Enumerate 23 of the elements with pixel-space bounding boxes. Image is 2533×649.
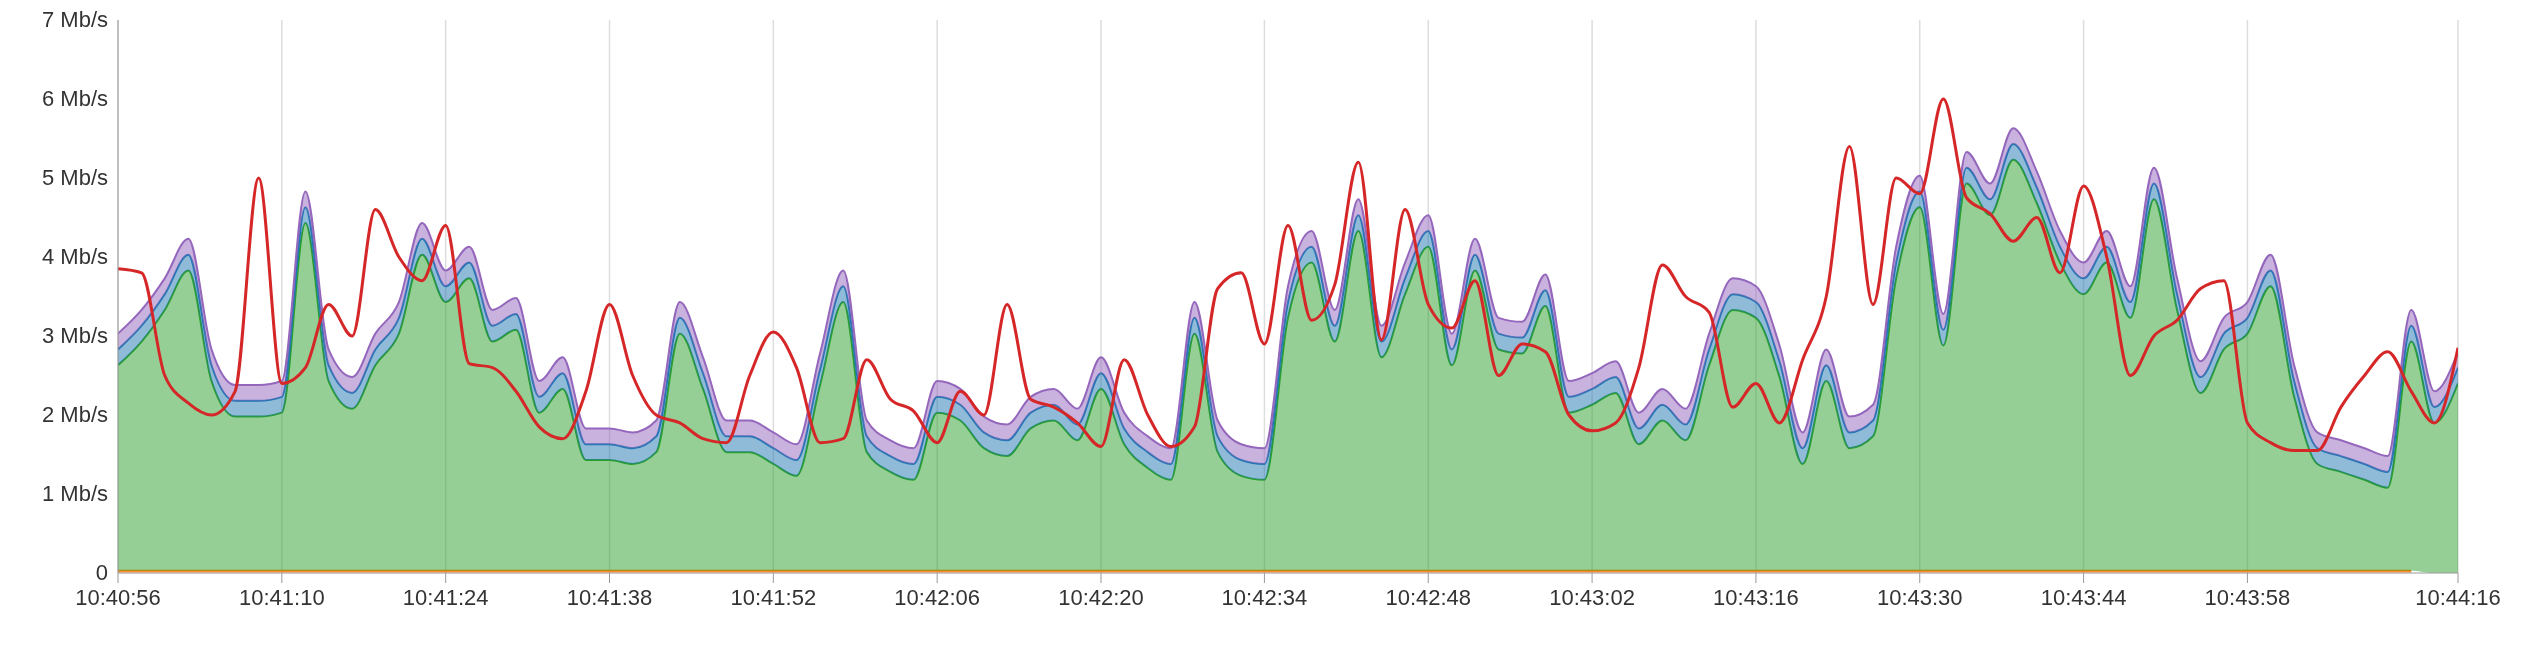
x-tick-label: 10:41:52 [730,584,817,610]
y-tick-label: 2 Mb/s [41,402,108,427]
x-tick-label: 10:44:16 [2415,584,2501,610]
y-tick-label: 0 [95,560,108,585]
x-tick-label: 10:43:44 [2040,584,2127,610]
y-tick-label: 3 Mb/s [41,323,108,348]
y-tick-label: 7 Mb/s [41,7,108,32]
x-tick-label: 10:43:30 [1876,584,1963,610]
y-tick-label: 5 Mb/s [41,165,108,190]
x-tick-label: 10:43:58 [2204,584,2291,610]
y-tick-label: 6 Mb/s [41,86,108,111]
y-tick-label: 4 Mb/s [41,244,108,269]
x-tick-label: 10:40:56 [75,584,161,610]
x-tick-label: 10:41:24 [402,584,489,610]
x-tick-label: 10:42:34 [1221,584,1308,610]
x-tick-label: 10:42:48 [1385,584,1472,610]
x-tick-label: 10:41:10 [239,584,325,610]
x-tick-label: 10:42:06 [894,584,980,610]
x-tick-label: 10:41:38 [566,584,653,610]
x-tick-label: 10:43:16 [1713,584,1799,610]
x-tick-label: 10:43:02 [1549,584,1635,610]
y-tick-label: 1 Mb/s [41,481,108,506]
x-tick-label: 10:42:20 [1058,584,1144,610]
